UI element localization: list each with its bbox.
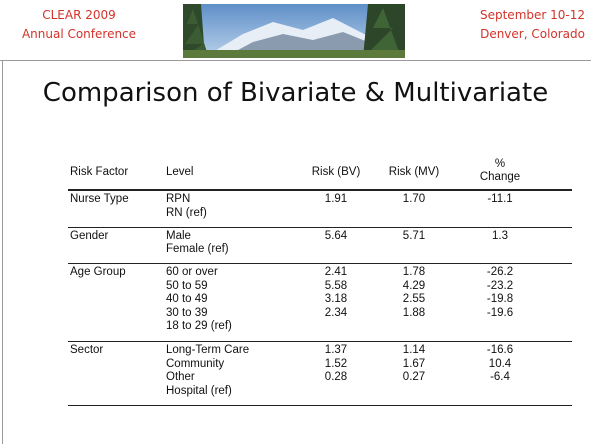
column-header: % Change [478, 158, 522, 184]
slide: CLEAR 2009 Annual Conference September 1… [0, 0, 591, 444]
level: Long-Term Care [166, 344, 249, 357]
value-cell: 5.58 [325, 280, 347, 293]
risk-factor: Nurse Type [70, 193, 129, 206]
value-cell: 1.78 [403, 266, 425, 279]
header-text: Denver, Colorado [440, 25, 585, 44]
header-rule [68, 189, 572, 191]
risk-factor: Sector [70, 344, 103, 357]
value-cell: 1.70 [403, 193, 425, 206]
value-cell: 4.29 [403, 280, 425, 293]
side-rule [2, 60, 3, 444]
risk-factor: Gender [70, 230, 108, 243]
slide-title: Comparison of Bivariate & Multivariate [0, 78, 591, 108]
value-cell: -19.8 [487, 293, 513, 306]
value-cell: 1.88 [403, 307, 425, 320]
column-header: Risk (BV) [312, 166, 361, 179]
group-rule [68, 405, 572, 406]
header-image [183, 4, 405, 58]
value-cell: 1.91 [325, 193, 347, 206]
header-text: CLEAR 2009 [4, 6, 154, 25]
value-cell: -16.6 [487, 344, 513, 357]
group-rule [68, 263, 572, 264]
value-cell: 5.64 [325, 230, 347, 243]
level: 40 to 49 [166, 293, 208, 306]
group-rule [68, 341, 572, 342]
value-cell: 0.27 [403, 371, 425, 384]
value-cell: -11.1 [487, 193, 512, 206]
level: Male [166, 230, 191, 243]
level: RN (ref) [166, 207, 207, 220]
header-right: September 10-12 Denver, Colorado [440, 6, 585, 44]
level: 60 or over [166, 266, 218, 279]
value-cell: 1.52 [325, 358, 347, 371]
header-left: CLEAR 2009 Annual Conference [4, 6, 154, 44]
value-cell: 2.55 [403, 293, 425, 306]
level: 50 to 59 [166, 280, 208, 293]
level: Other [166, 371, 195, 384]
value-cell: 3.18 [325, 293, 347, 306]
value-cell: 1.67 [403, 358, 425, 371]
value-cell: 1.3 [492, 230, 508, 243]
value-cell: 2.41 [325, 266, 347, 279]
value-cell: 10.4 [489, 358, 511, 371]
level: 18 to 29 (ref) [166, 320, 232, 333]
level: RPN [166, 193, 190, 206]
value-cell: 5.71 [403, 230, 425, 243]
header-rule [0, 60, 591, 61]
group-rule [68, 227, 572, 228]
value-cell: -23.2 [487, 280, 513, 293]
level: 30 to 39 [166, 307, 208, 320]
risk-factor: Age Group [70, 266, 126, 279]
value-cell: 1.37 [325, 344, 347, 357]
value-cell: -6.4 [490, 371, 510, 384]
column-header: Risk (MV) [389, 166, 439, 179]
header-text: September 10-12 [440, 6, 585, 25]
value-cell: -19.6 [487, 307, 513, 320]
header-text: Annual Conference [4, 25, 154, 44]
value-cell: -26.2 [487, 266, 513, 279]
column-header: Risk Factor [70, 166, 128, 179]
value-cell: 0.28 [325, 371, 347, 384]
column-header: Level [166, 166, 194, 179]
level: Hospital (ref) [166, 385, 232, 398]
value-cell: 2.34 [325, 307, 347, 320]
value-cell: 1.14 [403, 344, 425, 357]
level: Female (ref) [166, 243, 229, 256]
level: Community [166, 358, 224, 371]
